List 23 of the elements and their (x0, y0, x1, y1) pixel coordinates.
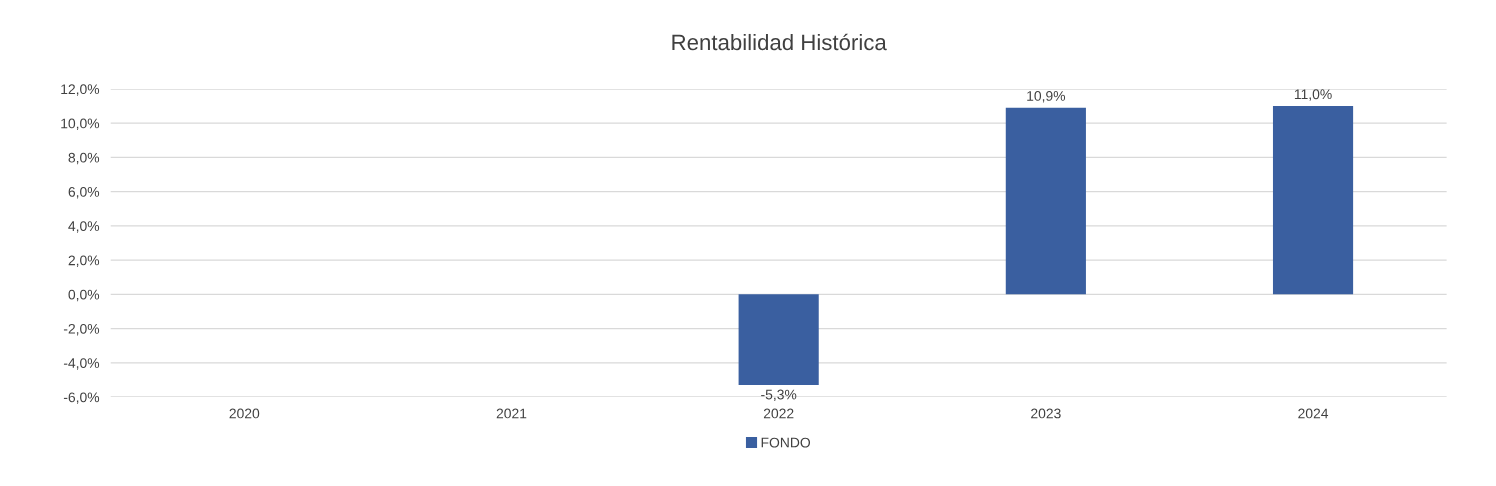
x-tick-label: 2020 (229, 408, 260, 419)
y-tick-label: 2,0% (68, 255, 100, 267)
legend-label: FONDO (761, 437, 811, 448)
y-tick-label: 0,0% (68, 289, 100, 302)
y-tick-label: -2,0% (63, 323, 100, 336)
bar (738, 294, 819, 386)
y-tick-label: 10,0% (61, 118, 100, 130)
x-tick-label: 2021 (496, 408, 527, 419)
y-tick-label: 6,0% (68, 186, 100, 199)
y-tick-label: -4,0% (63, 358, 100, 370)
x-tick-label: 2023 (1031, 408, 1061, 419)
y-tick-label: 12,0% (61, 84, 100, 96)
data-label: -5,3% (761, 389, 797, 402)
y-tick-label: 8,0% (68, 152, 100, 165)
chart-title: Rentabilidad Histórica (672, 33, 887, 51)
x-tick-label: 2024 (1298, 408, 1329, 419)
bar (1005, 107, 1086, 295)
data-label: 11,0% (1294, 89, 1332, 101)
y-tick-label: 4,0% (68, 221, 100, 233)
x-tick-label: 2022 (763, 408, 794, 419)
bar (1272, 106, 1354, 295)
data-label: 10,9% (1027, 91, 1066, 103)
y-tick-label: -6,0% (63, 392, 100, 404)
